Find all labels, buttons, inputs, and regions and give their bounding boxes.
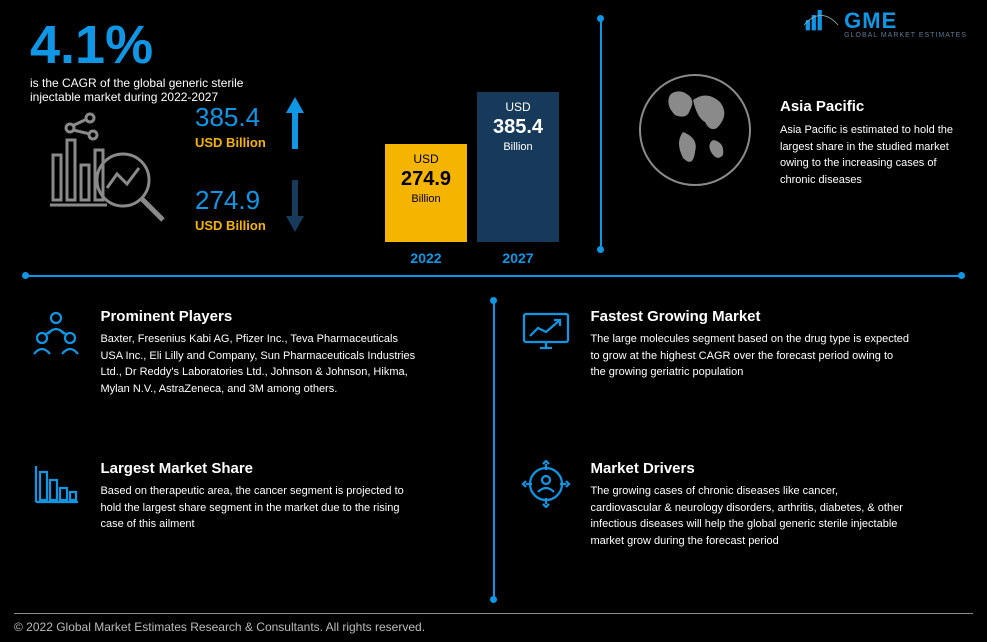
players-icon — [30, 308, 82, 361]
footer-divider — [14, 613, 973, 614]
globe-icon — [635, 70, 755, 195]
share-title: Largest Market Share — [100, 460, 420, 477]
logo-icon — [804, 8, 838, 39]
arrow-up-icon — [284, 95, 306, 156]
bars-chart: USD274.9Billion 2022 USD385.4Billion 202… — [385, 92, 559, 242]
logo-subtitle: GLOBAL MARKET ESTIMATES — [844, 32, 967, 39]
bar-2027: USD385.4Billion 2027 — [477, 92, 559, 242]
bar-2022: USD274.9Billion 2022 — [385, 144, 467, 242]
cagr-value: 4.1% — [30, 18, 243, 72]
logo-text: GME — [844, 8, 897, 33]
growing-title: Fastest Growing Market — [590, 308, 910, 325]
section-growing: Fastest Growing Market The large molecul… — [520, 308, 920, 381]
footer-text: © 2022 Global Market Estimates Research … — [14, 620, 425, 634]
arrow-down-icon — [284, 178, 306, 239]
divider-vertical-bottom — [493, 300, 495, 600]
players-title: Prominent Players — [100, 308, 420, 325]
cagr-block: 4.1% is the CAGR of the global generic s… — [30, 18, 243, 104]
region-title: Asia Pacific — [780, 98, 864, 115]
section-share: Largest Market Share Based on therapeuti… — [30, 460, 430, 533]
drivers-icon — [520, 460, 572, 513]
section-players: Prominent Players Baxter, Fresenius Kabi… — [30, 308, 430, 397]
low-unit: USD Billion — [195, 218, 266, 233]
high-unit: USD Billion — [195, 135, 266, 150]
region-text: Asia Pacific is estimated to hold the la… — [780, 122, 970, 188]
drivers-title: Market Drivers — [590, 460, 910, 477]
section-drivers: Market Drivers The growing cases of chro… — [520, 460, 920, 549]
divider-horizontal — [25, 275, 962, 277]
analytics-icon — [45, 110, 175, 235]
high-value: 385.4 — [195, 102, 266, 133]
low-value: 274.9 — [195, 185, 266, 216]
growing-text: The large molecules segment based on the… — [590, 331, 910, 381]
players-text: Baxter, Fresenius Kabi AG, Pfizer Inc., … — [100, 331, 420, 397]
divider-vertical-top — [600, 18, 602, 250]
share-icon — [30, 460, 82, 513]
share-text: Based on therapeutic area, the cancer se… — [100, 483, 420, 533]
drivers-text: The growing cases of chronic diseases li… — [590, 483, 910, 549]
bar-year-0: 2022 — [385, 250, 467, 266]
growing-icon — [520, 308, 572, 361]
logo: GME GLOBAL MARKET ESTIMATES — [804, 8, 967, 39]
bar-year-1: 2027 — [477, 250, 559, 266]
values-block: 385.4 USD Billion 274.9 USD Billion — [195, 95, 306, 261]
